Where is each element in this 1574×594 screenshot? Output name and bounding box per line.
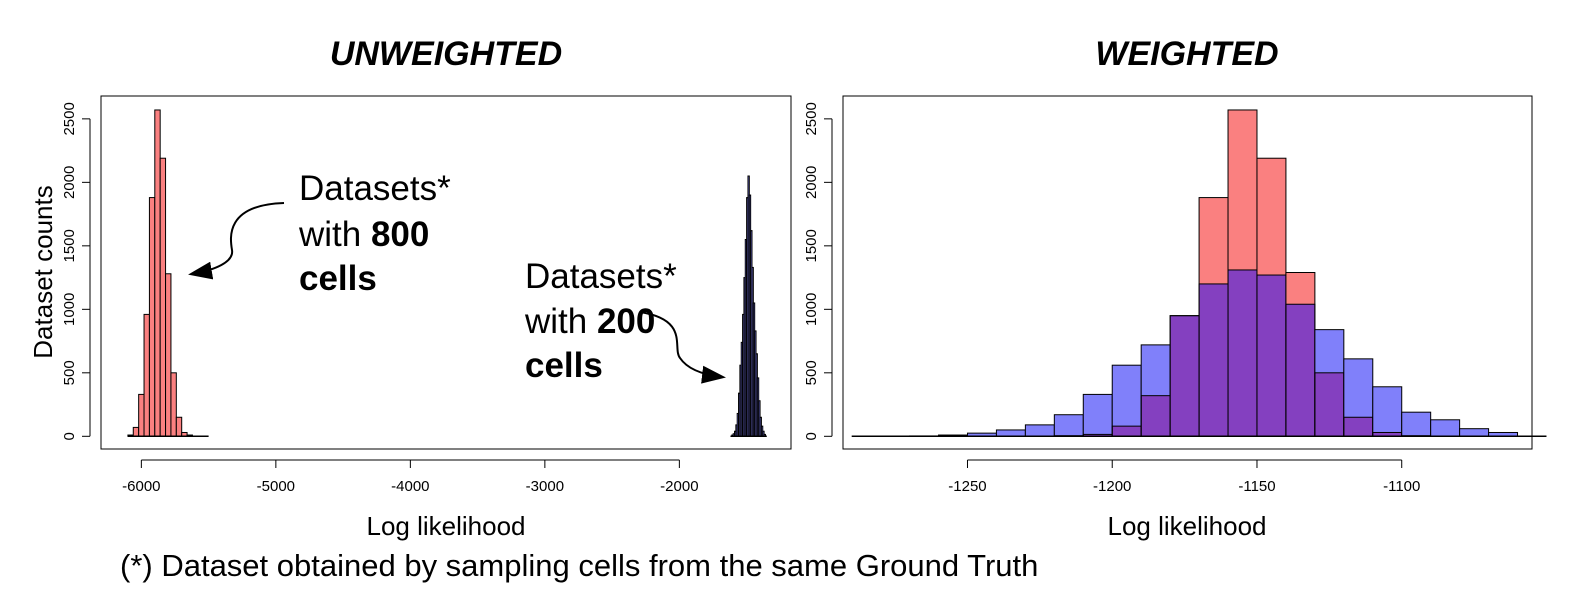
x-tick-label-3: -3000 [526, 478, 564, 495]
bar-excess-20 [1430, 419, 1460, 437]
annotation-200-number: 200 [597, 302, 655, 341]
x-tick-label-2: -1150 [1238, 478, 1275, 495]
unweighted-x-axis-label: Log likelihood [366, 511, 525, 541]
bar-overlap-13 [1228, 269, 1257, 437]
x-tick-label-1: -1200 [1093, 478, 1131, 495]
bar-excess-17 [1343, 358, 1373, 418]
bar-red-8 [170, 372, 177, 437]
bar-overlap-18 [1372, 432, 1402, 437]
bar-red-9 [175, 416, 183, 437]
bar-overlap-8 [1083, 434, 1113, 437]
bar-overlap-17 [1343, 417, 1373, 437]
x-tick-label-0: -1250 [948, 478, 986, 495]
annotation-800-cells: Datasets* with 800 cells [298, 169, 460, 298]
y-tick-label-1: 500 [803, 360, 820, 385]
bar-excess-22 [1488, 432, 1518, 437]
y-tick-label-4: 2000 [803, 166, 820, 199]
unweighted-axes: -6000 -5000 -4000 -3000 -2000 0 500 1000 1500 200… [61, 102, 699, 495]
bar-overlap-16 [1314, 372, 1344, 437]
bar-overlap-10 [1141, 395, 1171, 437]
y-tick-label-5: 2500 [803, 102, 820, 135]
bar-red-7 [165, 273, 172, 437]
annotation-200-cells: Datasets* with 200 cells [524, 257, 686, 385]
bar-overlap-9 [1112, 426, 1142, 437]
y-tick-label-0: 0 [803, 432, 820, 440]
annotation-200-with: with [524, 302, 597, 341]
unweighted-title: UNWEIGHTED [330, 35, 562, 73]
bar-red-2 [138, 393, 145, 437]
bar-overlap-11 [1170, 315, 1200, 437]
y-tick-label-3: 1500 [803, 229, 820, 262]
bar-excess-10 [1141, 344, 1171, 396]
bar-overlap-14 [1256, 275, 1286, 437]
bar-excess-15 [1285, 272, 1315, 305]
y-tick-label-2: 1000 [803, 293, 820, 326]
bar-excess-8 [1083, 394, 1113, 435]
bar-excess-5 [996, 429, 1026, 437]
weighted-plot-frame [842, 95, 1533, 450]
bar-excess-18 [1372, 386, 1402, 433]
bar-red-6 [159, 157, 167, 437]
bar-excess-4 [967, 433, 997, 437]
bar-excess-9 [1112, 365, 1142, 427]
x-tick-label-4: -2000 [660, 478, 698, 495]
bar-overlap-12 [1199, 283, 1229, 437]
weighted-x-axis-label: Log likelihood [1107, 511, 1266, 541]
bar-red-4 [148, 197, 156, 437]
x-tick-label-3: -1100 [1383, 478, 1420, 495]
unweighted-plot-frame [100, 95, 792, 450]
unweighted-panel: UNWEIGHTED Dataset counts Log likelihood… [28, 35, 792, 541]
bar-excess-16 [1314, 329, 1344, 373]
annotation-800-with: with [298, 215, 371, 254]
weighted-axes: -1250 -1200 -1150 -1100 0 500 1000 1500 2000 2500 [803, 102, 1420, 495]
bar-red-1 [132, 426, 140, 437]
weighted-bars [851, 109, 1547, 438]
x-tick-label-2: -4000 [391, 478, 429, 495]
annotation-800-line3: cells [299, 259, 377, 298]
y-tick-label-4: 2000 [61, 166, 78, 199]
bar-overlap-15 [1285, 304, 1315, 437]
annotation-200-line2: with 200 [524, 302, 655, 341]
weighted-title: WEIGHTED [1095, 35, 1278, 73]
annotation-800-line1: Datasets* [299, 169, 451, 208]
bar-excess-21 [1459, 428, 1489, 437]
annotation-200-line3: cells [525, 346, 603, 385]
y-tick-label-5: 2500 [61, 102, 78, 135]
annotation-200-line1: Datasets* [525, 257, 677, 296]
y-tick-label-0: 0 [61, 432, 78, 440]
weighted-panel: WEIGHTED Log likelihood -1250 -1200 -1150-… [803, 35, 1547, 541]
annotation-800-line2: with 800 [298, 215, 429, 254]
bar-red-3 [143, 313, 150, 437]
footnote: (*) Dataset obtained by sampling cells f… [120, 548, 1038, 583]
y-tick-label-1: 500 [61, 360, 78, 385]
bar-excess-13 [1228, 109, 1257, 270]
y-tick-label-2: 1000 [61, 293, 78, 326]
bar-excess-14 [1256, 158, 1286, 276]
bar-excess-7 [1054, 414, 1084, 436]
unweighted-y-axis-label: Dataset counts [28, 185, 58, 358]
annotation-800-number: 800 [371, 215, 429, 254]
bar-excess-12 [1199, 197, 1229, 284]
bar-red-5 [154, 109, 161, 437]
bar-excess-19 [1401, 412, 1431, 436]
x-tick-label-0: -6000 [122, 478, 160, 495]
unweighted-bars [127, 109, 767, 438]
bar-excess-6 [1025, 424, 1055, 437]
annotation-800-arrow [188, 202, 285, 280]
annotation-200-arrow [639, 311, 726, 384]
x-tick-label-1: -5000 [257, 478, 295, 495]
y-tick-label-3: 1500 [61, 229, 78, 262]
